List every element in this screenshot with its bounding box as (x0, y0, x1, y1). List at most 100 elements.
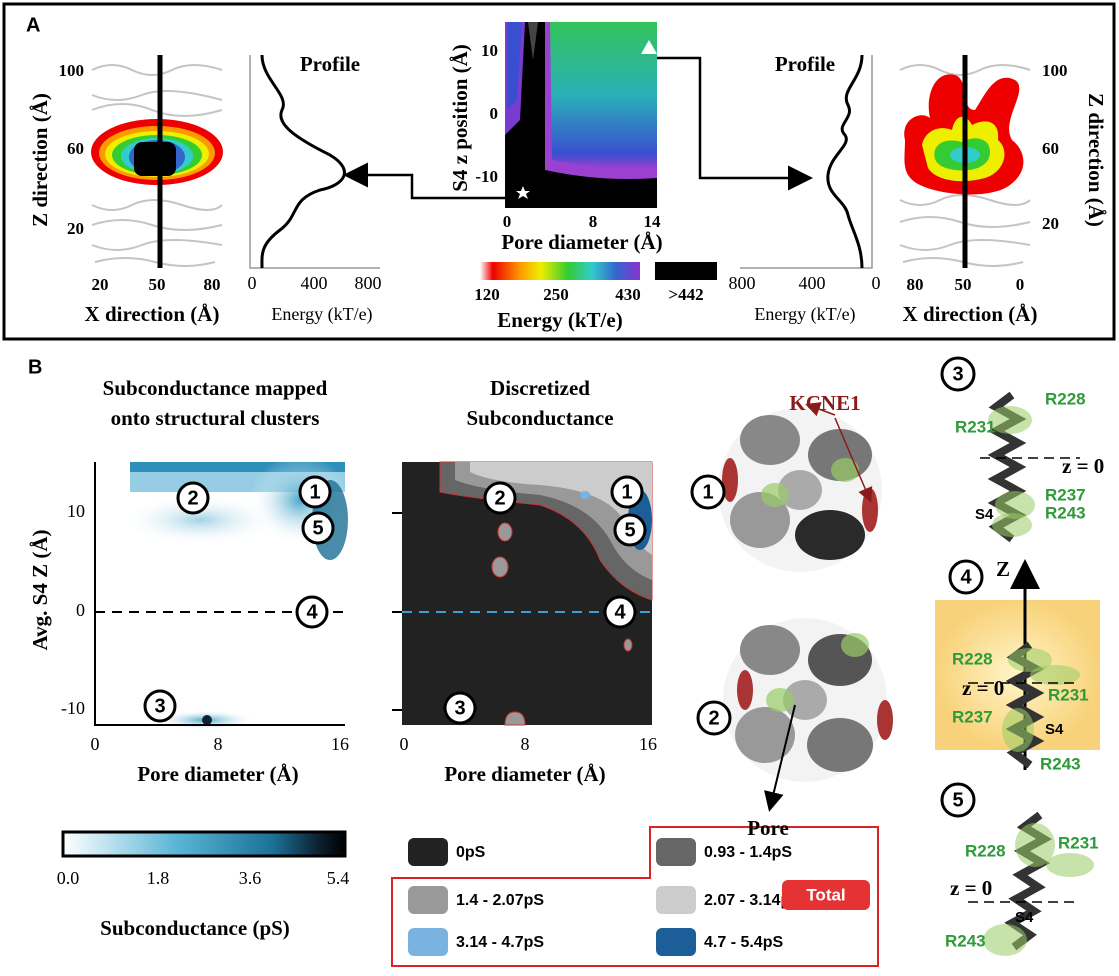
tick-label: 60 (67, 139, 84, 158)
x-axis-label: Energy (kT/e) (754, 304, 855, 325)
svg-text:4: 4 (306, 601, 318, 623)
tick-label: 50 (955, 275, 972, 294)
tick-label: 8 (214, 734, 223, 754)
colorbar (480, 262, 640, 280)
residue-label: R231 (1058, 833, 1099, 852)
tick-label: 400 (301, 273, 328, 293)
tick-label: 0 (1016, 275, 1025, 294)
cluster-marker: 2 (178, 483, 208, 513)
axis-label: Z (996, 557, 1010, 581)
center-energy-map (505, 22, 657, 208)
tick-label: 20 (67, 219, 84, 238)
left-energy-map (91, 55, 223, 268)
legend-swatch (656, 886, 696, 914)
residue-label: R237 (952, 707, 993, 726)
colorbar-overflow (655, 262, 717, 280)
cluster-marker: 4 (297, 597, 327, 627)
figure: A Z direction (Å) 100 60 20 20 50 80 X d… (0, 0, 1119, 976)
x-axis-label: Pore diameter (Å) (137, 762, 298, 786)
colorbar-label: Energy (kT/e) (497, 308, 622, 332)
cluster-marker: 5 (615, 515, 645, 545)
y-axis-label: Avg. S4 Z (Å) (28, 530, 52, 651)
svg-text:1: 1 (621, 481, 632, 503)
cluster-marker: 3 (445, 693, 475, 723)
tick-label: 0 (872, 273, 881, 293)
tick-label: 100 (1042, 61, 1068, 80)
tick-label: 50 (149, 275, 166, 294)
tick-label: 20 (92, 275, 109, 294)
cluster-marker: 1 (300, 477, 330, 507)
arrow (657, 58, 808, 178)
svg-text:4: 4 (960, 566, 972, 588)
tick-label: 0 (400, 734, 409, 754)
annotation: z = 0 (1062, 454, 1104, 478)
legend-label: 3.14 - 4.7pS (456, 934, 544, 951)
tick-label: 8 (521, 734, 530, 754)
cluster-marker: 5 (303, 513, 333, 543)
svg-text:2: 2 (494, 487, 505, 509)
cluster-marker: 2 (698, 702, 730, 734)
tick-label: 80 (907, 275, 924, 294)
tick-label: >442 (668, 285, 703, 304)
svg-text:5: 5 (624, 519, 635, 541)
residue-label: R243 (1040, 754, 1081, 773)
total-button-label[interactable]: Total (806, 885, 845, 904)
plot-title: Subconductance (466, 406, 613, 430)
cluster-marker: 5 (942, 784, 974, 816)
tick-label: 430 (615, 285, 641, 304)
tick-label: 16 (639, 734, 657, 754)
cluster-marker: 4 (950, 561, 982, 593)
svg-text:2: 2 (708, 707, 719, 729)
tick-label: 250 (543, 285, 569, 304)
cluster-marker: 3 (145, 691, 175, 721)
tick-label: 800 (729, 273, 756, 293)
tick-label: 20 (1042, 214, 1059, 233)
tick-label: 0 (490, 104, 499, 123)
tick-label: 3.6 (239, 868, 262, 888)
tick-label: 120 (474, 285, 500, 304)
left-profile-plot (250, 55, 380, 268)
residue-label: R231 (955, 417, 996, 436)
residue-label: R231 (1048, 685, 1089, 704)
tick-label: 60 (1042, 139, 1059, 158)
plot-title: Profile (300, 52, 360, 76)
panel-label: B (28, 356, 42, 378)
right-profile-plot (740, 55, 872, 268)
tick-label: 0 (503, 212, 512, 231)
residue-label: R228 (965, 841, 1006, 860)
plot-title: Discretized (490, 376, 590, 400)
annotation: Pore (747, 816, 789, 840)
residue-label: R243 (1045, 503, 1086, 522)
residue-label: R228 (952, 649, 993, 668)
tick-label: 0 (91, 734, 100, 754)
plot-title: Subconductance mapped (103, 376, 328, 400)
legend-swatch (408, 886, 448, 914)
annotation: S4 (1015, 909, 1034, 926)
tick-label: 100 (59, 61, 85, 80)
x-axis-label: Energy (kT/e) (271, 304, 372, 325)
legend-label: 0pS (456, 844, 486, 861)
svg-text:3: 3 (454, 697, 465, 719)
tick-label: 0 (248, 273, 257, 293)
x-axis-label: X direction (Å) (85, 302, 220, 326)
legend-swatch (408, 838, 448, 866)
x-axis-label: X direction (Å) (903, 302, 1038, 326)
plot-title: onto structural clusters (111, 406, 320, 430)
colorbar-label: Subconductance (pS) (100, 916, 290, 940)
svg-text:1: 1 (702, 481, 713, 503)
y-axis-label: Z direction (Å) (28, 93, 52, 227)
tick-label: 5.4 (327, 868, 350, 888)
svg-text:3: 3 (952, 363, 963, 385)
colorbar (63, 832, 345, 856)
cluster-marker: 1 (612, 477, 642, 507)
annotation: z = 0 (962, 676, 1004, 700)
legend-swatch (656, 838, 696, 866)
tick-label: -10 (475, 167, 498, 186)
plot-title: Profile (775, 52, 835, 76)
structure-bottom (723, 618, 893, 808)
svg-text:1: 1 (309, 481, 320, 503)
svg-text:2: 2 (187, 487, 198, 509)
y-axis-label: S4 z position (Å) (448, 44, 472, 192)
tick-label: 0 (76, 600, 85, 620)
